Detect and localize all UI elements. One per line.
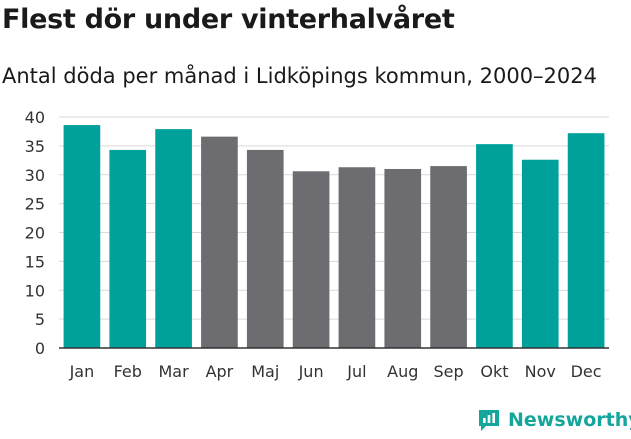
bar-feb bbox=[109, 149, 147, 348]
bars bbox=[63, 125, 605, 349]
bar-nov bbox=[521, 159, 559, 348]
x-axis-ticks: Jan Feb Mar Apr Maj Jun Jul Aug Sep Okt Nov Dec bbox=[69, 362, 602, 381]
bar-okt bbox=[476, 144, 513, 348]
y-axis-ticks: 0 5 10 15 20 25 30 35 40 bbox=[25, 108, 45, 358]
newsworthy-logo-icon bbox=[479, 410, 499, 431]
x-tick-label: Jul bbox=[346, 362, 366, 381]
y-tick-label: 10 bbox=[25, 281, 45, 300]
brand-name: Newsworthy bbox=[508, 409, 631, 431]
chart-subtitle: Antal döda per månad i Lidköpings kommun… bbox=[2, 64, 597, 88]
x-tick-label: Maj bbox=[251, 362, 279, 381]
x-tick-label: Sep bbox=[434, 362, 464, 381]
x-tick-label: Feb bbox=[114, 362, 142, 381]
bar-apr bbox=[201, 136, 238, 348]
gridlines bbox=[59, 116, 609, 320]
x-tick-label: Aug bbox=[387, 362, 418, 381]
x-tick-label: Mar bbox=[158, 362, 189, 381]
bar-jul bbox=[338, 167, 376, 348]
x-tick-label: Dec bbox=[571, 362, 602, 381]
chart-title: Flest dör under vinterhalvåret bbox=[2, 4, 455, 35]
y-tick-label: 5 bbox=[35, 310, 45, 329]
y-tick-label: 15 bbox=[25, 252, 45, 271]
x-tick-label: Jun bbox=[298, 362, 324, 381]
bar-mar bbox=[155, 129, 192, 348]
x-tick-label: Okt bbox=[480, 362, 508, 381]
bar-chart: 0 5 10 15 20 25 30 35 40 Jan Feb Mar Apr Maj Jun Jul Au… bbox=[25, 108, 609, 381]
y-tick-label: 25 bbox=[25, 195, 45, 214]
bar-jun bbox=[292, 171, 330, 348]
newsworthy-logo: Newsworthy bbox=[476, 407, 631, 433]
y-tick-label: 30 bbox=[25, 166, 45, 185]
y-tick-label: 35 bbox=[25, 137, 45, 156]
x-tick-label: Apr bbox=[206, 362, 234, 381]
x-tick-label: Nov bbox=[525, 362, 556, 381]
y-tick-label: 0 bbox=[35, 339, 45, 358]
bar-aug bbox=[384, 168, 422, 348]
bar-sep bbox=[430, 166, 467, 348]
bar-dec bbox=[567, 133, 605, 348]
x-tick-label: Jan bbox=[69, 362, 95, 381]
bar-jan bbox=[63, 125, 101, 349]
y-tick-label: 40 bbox=[25, 108, 45, 127]
bar-maj bbox=[246, 149, 284, 348]
y-tick-label: 20 bbox=[25, 224, 45, 243]
